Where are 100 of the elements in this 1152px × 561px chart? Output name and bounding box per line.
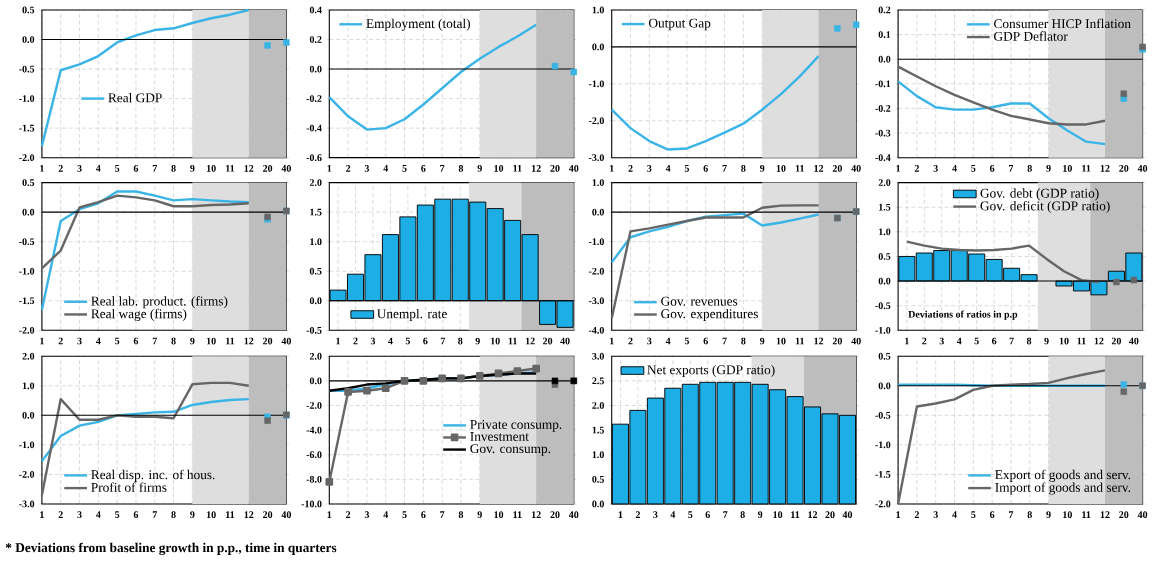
y-tick-label: 0.5 [592, 476, 604, 483]
x-tick-label: 5 [402, 511, 407, 519]
x-tick-label: 3 [77, 337, 82, 345]
legend-label: Gov. expenditures [661, 308, 758, 322]
legend-label: Net exports (GDP ratio) [647, 365, 775, 378]
y-tick-label: -0.5 [875, 412, 891, 419]
y-tick-label: 1.0 [592, 451, 604, 459]
x-tick-label: 3 [933, 511, 938, 519]
x-tick-label: 8 [171, 165, 176, 172]
x-tick-label: 3 [933, 165, 938, 172]
x-tick-label: 8 [458, 511, 464, 519]
x-tick-label: 7 [1009, 337, 1014, 345]
x-tick-label: 40 [1129, 337, 1139, 345]
x-tick-label: 10 [776, 165, 786, 172]
y-tick-label: -2.0 [19, 471, 35, 478]
x-tick-label: 6 [133, 337, 139, 345]
y-tick-label: -1.0 [588, 80, 604, 88]
x-tick-label: 6 [705, 511, 710, 519]
x-tick-label: 6 [133, 511, 139, 519]
y-tick-label: -1.0 [19, 267, 35, 275]
legend-label: Investment [470, 432, 529, 442]
x-tick-label: 20 [832, 337, 842, 345]
legend-label: Employment (total) [366, 18, 471, 31]
x-tick-label: 40 [842, 511, 853, 519]
x-tick-label: 10 [1063, 165, 1072, 172]
x-tick-label: 9 [475, 337, 480, 345]
legend-label: Real wage (firms) [91, 308, 187, 322]
y-tick-label: 0.0 [592, 43, 604, 51]
x-tick-label: 4 [952, 165, 957, 172]
x-tick-label: 2 [346, 511, 351, 518]
y-tick-label: -2.0 [306, 402, 322, 409]
y-tick-label: -0.5 [19, 65, 35, 73]
x-tick-label: 1 [327, 511, 332, 518]
x-tick-label: 6 [991, 337, 997, 345]
y-tick-label: -8.0 [306, 476, 322, 483]
y-tick-label: 2.0 [22, 352, 35, 360]
x-tick-label: 7 [440, 337, 446, 345]
x-tick-label: 20 [1119, 511, 1129, 519]
x-tick-label: 11 [1082, 165, 1091, 172]
y-tick-label: -0.4 [875, 154, 891, 162]
y-tick-label: -1.5 [875, 471, 891, 478]
x-tick-label: 2 [914, 511, 919, 518]
legend-label: Gov. deficit (GDP ratio) [980, 201, 1110, 214]
y-tick-label: 0.2 [309, 36, 322, 43]
y-tick-label: -1.5 [19, 124, 35, 132]
x-tick-label: 9 [1044, 337, 1049, 345]
x-tick-label: 12 [814, 337, 824, 345]
y-tick-label: 3.0 [592, 352, 604, 360]
legend-label: Export of goods and serv. [995, 469, 1131, 483]
x-tick-label: 7 [1009, 165, 1014, 172]
x-tick-label: 12 [814, 165, 824, 172]
x-tick-label: 40 [1137, 165, 1148, 172]
legend-label: Real GDP [108, 93, 162, 103]
x-tick-label: 11 [513, 165, 522, 172]
x-tick-label: 8 [458, 165, 464, 172]
x-tick-label: 3 [370, 337, 376, 345]
x-tick-label: 11 [226, 165, 235, 172]
x-tick-label: 20 [263, 337, 273, 345]
x-tick-label: 8 [741, 165, 746, 172]
x-tick-label: 7 [722, 165, 727, 172]
x-tick-label: 7 [722, 337, 727, 345]
y-tick-label: -3.0 [588, 297, 604, 305]
x-tick-label: 40 [568, 511, 579, 519]
x-tick-label: 9 [759, 165, 765, 172]
x-tick-label: 1 [610, 165, 614, 172]
x-tick-label: 7 [723, 511, 728, 518]
y-tick-label: 0.0 [878, 277, 891, 285]
x-tick-label: 6 [989, 165, 995, 172]
x-tick-label: 6 [703, 337, 708, 345]
x-tick-label: 9 [477, 165, 482, 172]
x-tick-label: 7 [152, 165, 157, 172]
legend-label: GDP Deflator [994, 31, 1068, 41]
x-tick-label: 1 [327, 165, 332, 172]
y-tick-label: 1.0 [879, 228, 891, 236]
y-tick-label: 0.0 [592, 500, 604, 508]
legend-label: Private consump. [470, 420, 562, 432]
y-tick-label: 2.0 [878, 179, 891, 187]
x-tick-label: 40 [1137, 511, 1148, 519]
x-tick-label: 2 [628, 165, 633, 172]
y-tick-label: 2.0 [309, 352, 322, 360]
x-tick-label: 1 [336, 337, 341, 345]
x-tick-label: 1 [618, 511, 623, 518]
x-tick-label: 9 [757, 511, 763, 519]
text: * Deviations from baseline growth in p.p., time in quarters [5, 542, 337, 556]
x-tick-label: 2 [635, 511, 640, 518]
y-tick-label: -10.0 [301, 500, 322, 508]
x-tick-label: 20 [825, 511, 835, 519]
x-tick-label: 8 [1026, 337, 1032, 345]
x-tick-label: 12 [808, 511, 818, 518]
x-tick-label: 3 [647, 165, 652, 172]
x-tick-label: 6 [421, 511, 426, 519]
x-tick-label: 5 [402, 165, 407, 172]
x-tick-label: 12 [244, 165, 254, 172]
x-tick-label: 20 [1111, 337, 1121, 345]
x-tick-label: 8 [1027, 165, 1032, 172]
x-tick-label: 8 [458, 337, 463, 345]
y-tick-label: -0.5 [19, 238, 35, 246]
y-tick-label: 0.1 [878, 31, 891, 39]
legend-label: Profit of firms [91, 482, 167, 492]
y-tick-label: -3.0 [19, 500, 35, 508]
